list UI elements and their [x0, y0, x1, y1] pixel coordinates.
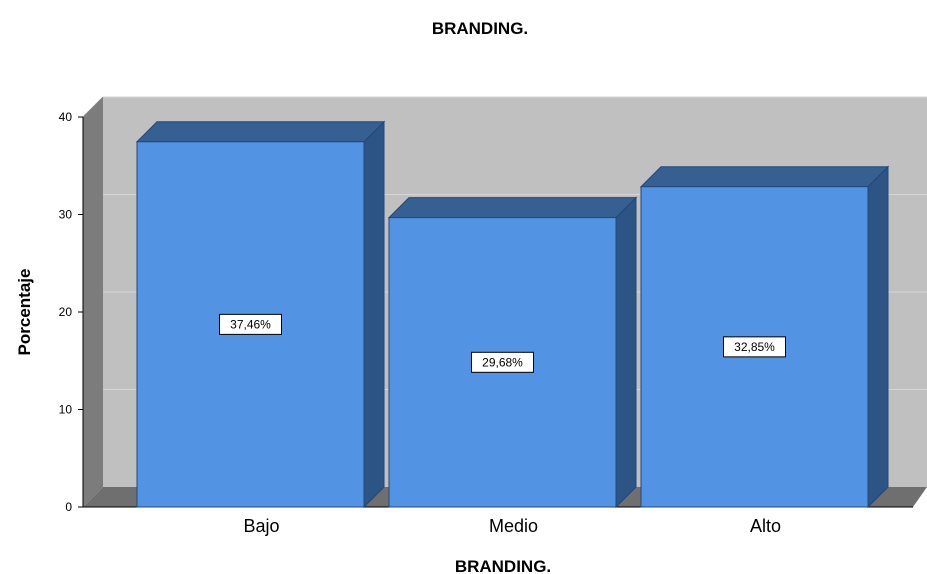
y-tick-label: 30 — [59, 208, 73, 222]
y-tick-label: 20 — [59, 305, 73, 319]
chart-title: BRANDING. — [432, 19, 528, 38]
data-label-text: 32,85% — [734, 340, 775, 354]
data-label-box — [219, 313, 282, 335]
bar-side — [615, 196, 637, 509]
data-label: 37,46% — [219, 313, 282, 335]
data-label: 29,68% — [471, 351, 534, 373]
bars — [135, 120, 890, 509]
x-tick-label: Alto — [750, 516, 781, 536]
y-tick-label: 10 — [59, 403, 73, 417]
data-label-text: 37,46% — [230, 317, 271, 331]
bar-side — [867, 165, 889, 509]
x-axis-title: BRANDING. — [455, 557, 551, 574]
y-tick-label: 0 — [65, 500, 72, 514]
bar-top — [135, 121, 386, 143]
left-side-wall — [83, 97, 103, 507]
bar-top — [639, 166, 890, 188]
y-axis-title: Porcentaje — [15, 269, 34, 356]
data-label-box — [471, 351, 534, 373]
y-axis-ticks: 0 10 20 30 40 — [59, 110, 83, 514]
x-tick-label: Medio — [489, 516, 538, 536]
data-labels: 37,46% 29,68% 32,85% — [219, 313, 786, 373]
y-tick-label: 40 — [59, 110, 73, 124]
data-label-text: 29,68% — [482, 355, 523, 369]
data-label: 32,85% — [723, 336, 786, 358]
x-axis-ticks: Bajo Medio Alto — [243, 516, 781, 536]
x-tick-label: Bajo — [243, 516, 279, 536]
bar-side — [363, 120, 385, 509]
data-label-box — [723, 336, 786, 358]
bar-top — [387, 197, 638, 219]
